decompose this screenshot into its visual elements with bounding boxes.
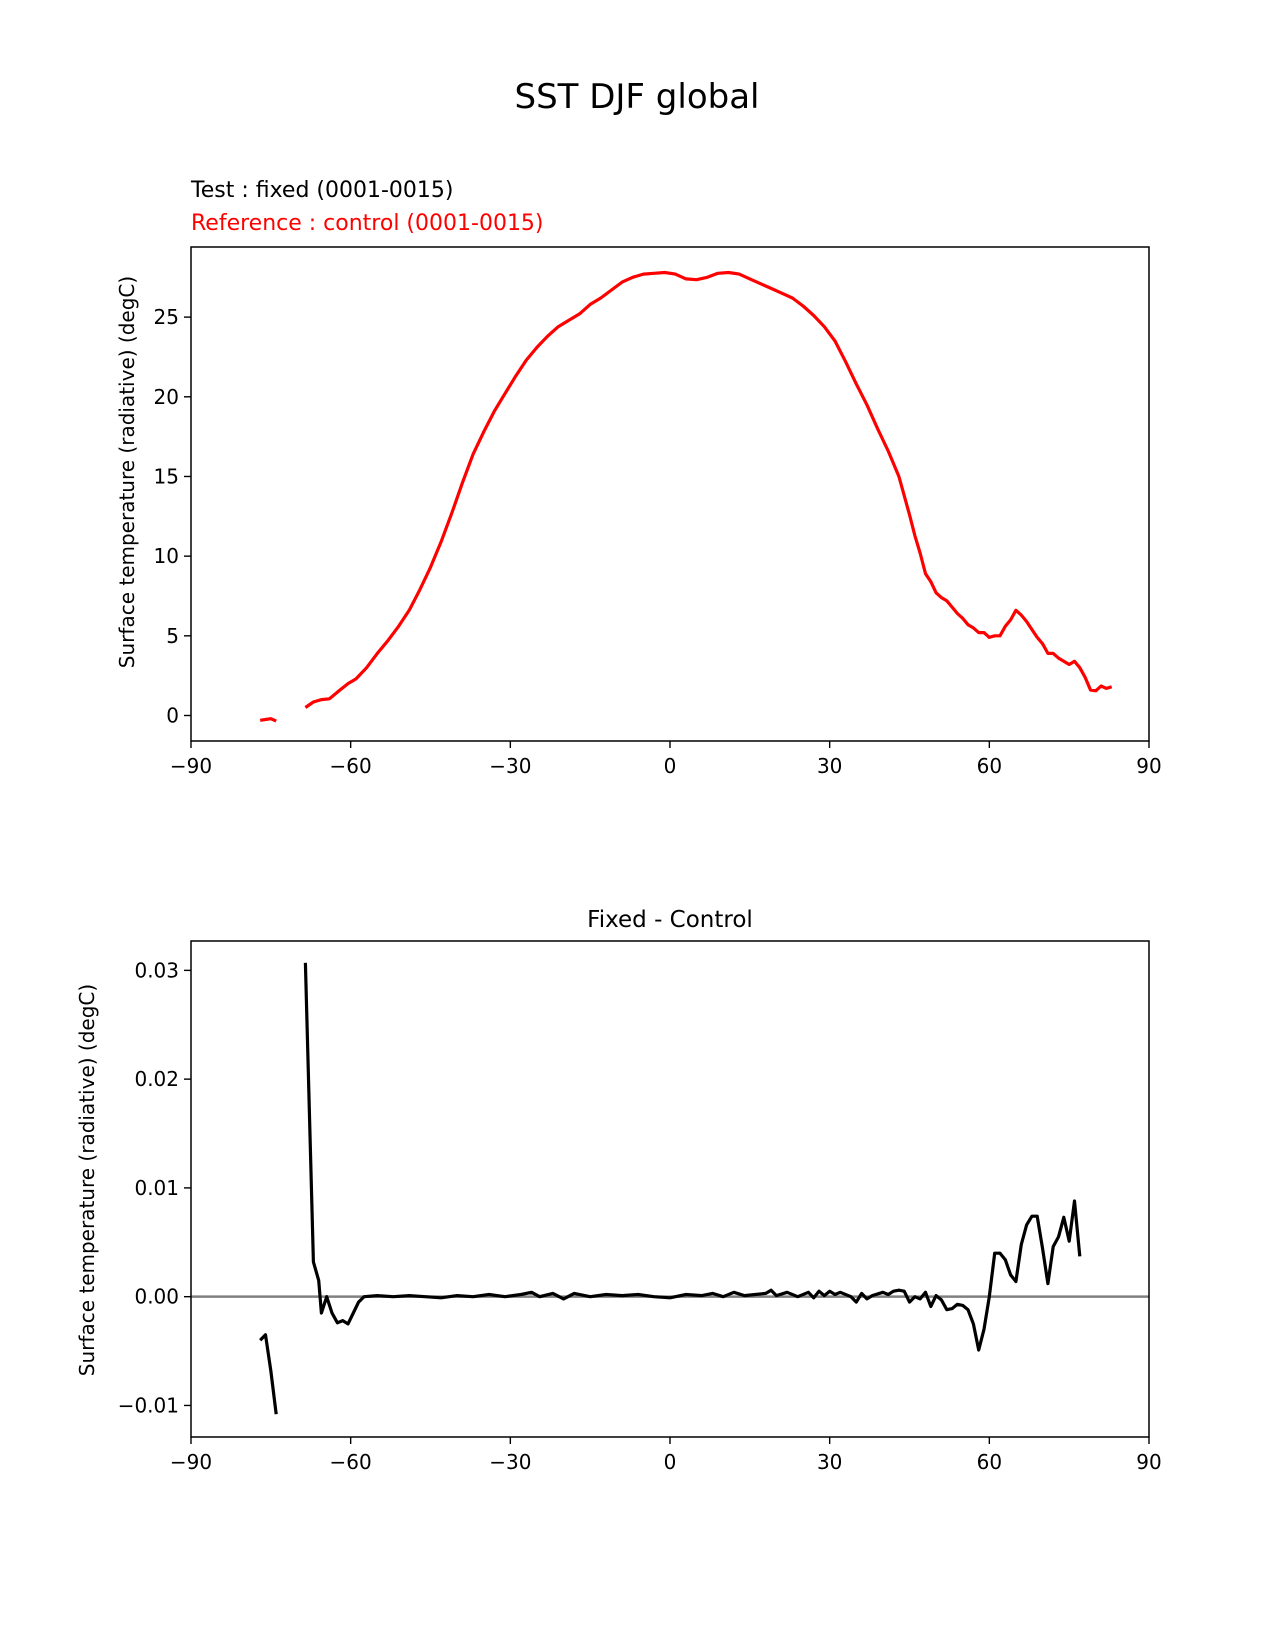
reference-label: Reference : control (0001-0015) bbox=[191, 211, 544, 236]
x-tick-label: 30 bbox=[817, 1450, 842, 1474]
x-tick-label: −60 bbox=[330, 1450, 372, 1474]
y-tick-label: −0.01 bbox=[118, 1393, 179, 1417]
y-tick-label: 0 bbox=[166, 704, 179, 728]
x-tick-label: 30 bbox=[817, 754, 842, 778]
series-line bbox=[303, 962, 1082, 1352]
x-tick-label: 0 bbox=[664, 754, 677, 778]
axis-ticks: −90 −60 −30 0 30 60 90 −0.01 0.00 0.01 0.02 0.03 bbox=[118, 958, 1162, 1474]
plot-frame bbox=[190, 940, 1150, 1438]
x-tick-label: −60 bbox=[330, 754, 372, 778]
y-tick-label: 5 bbox=[166, 624, 179, 648]
y-tick-label: 0.00 bbox=[134, 1285, 179, 1309]
x-tick-label: 60 bbox=[977, 754, 1002, 778]
test-label: Test : fixed (0001-0015) bbox=[190, 178, 454, 203]
difference-series bbox=[259, 962, 1082, 1415]
plot-frame bbox=[190, 246, 1150, 742]
series-line bbox=[259, 1333, 278, 1415]
series-line bbox=[259, 717, 277, 723]
y-tick-label: 0.03 bbox=[134, 958, 179, 982]
y-tick-label: 20 bbox=[154, 385, 179, 409]
figure-title: SST DJF global bbox=[514, 77, 759, 117]
y-tick-label: 15 bbox=[154, 464, 179, 488]
x-tick-label: 90 bbox=[1136, 754, 1161, 778]
reference-panel: Test : fixed (0001-0015) Reference : con… bbox=[115, 178, 1162, 778]
y-axis-label: Surface temperature (radiative) (degC) bbox=[75, 984, 99, 1376]
difference-title: Fixed - Control bbox=[587, 907, 753, 933]
x-tick-label: −90 bbox=[170, 754, 212, 778]
series-line bbox=[304, 270, 1113, 709]
axis-ticks: −90 −60 −30 0 30 60 90 0 5 10 15 20 25 bbox=[154, 305, 1162, 778]
y-axis-label: Surface temperature (radiative) (degC) bbox=[115, 276, 139, 668]
x-tick-label: −90 bbox=[170, 1450, 212, 1474]
y-tick-label: 0.01 bbox=[134, 1176, 179, 1200]
x-tick-label: −30 bbox=[489, 754, 531, 778]
reference-series bbox=[259, 270, 1113, 723]
x-tick-label: 0 bbox=[664, 1450, 677, 1474]
difference-panel: Fixed - Control Surface temperature (rad… bbox=[75, 907, 1162, 1474]
x-tick-label: 60 bbox=[977, 1450, 1002, 1474]
y-tick-label: 0.02 bbox=[134, 1067, 179, 1091]
y-tick-label: 25 bbox=[154, 305, 179, 329]
x-tick-label: 90 bbox=[1136, 1450, 1161, 1474]
y-tick-label: 10 bbox=[154, 544, 179, 568]
x-tick-label: −30 bbox=[489, 1450, 531, 1474]
